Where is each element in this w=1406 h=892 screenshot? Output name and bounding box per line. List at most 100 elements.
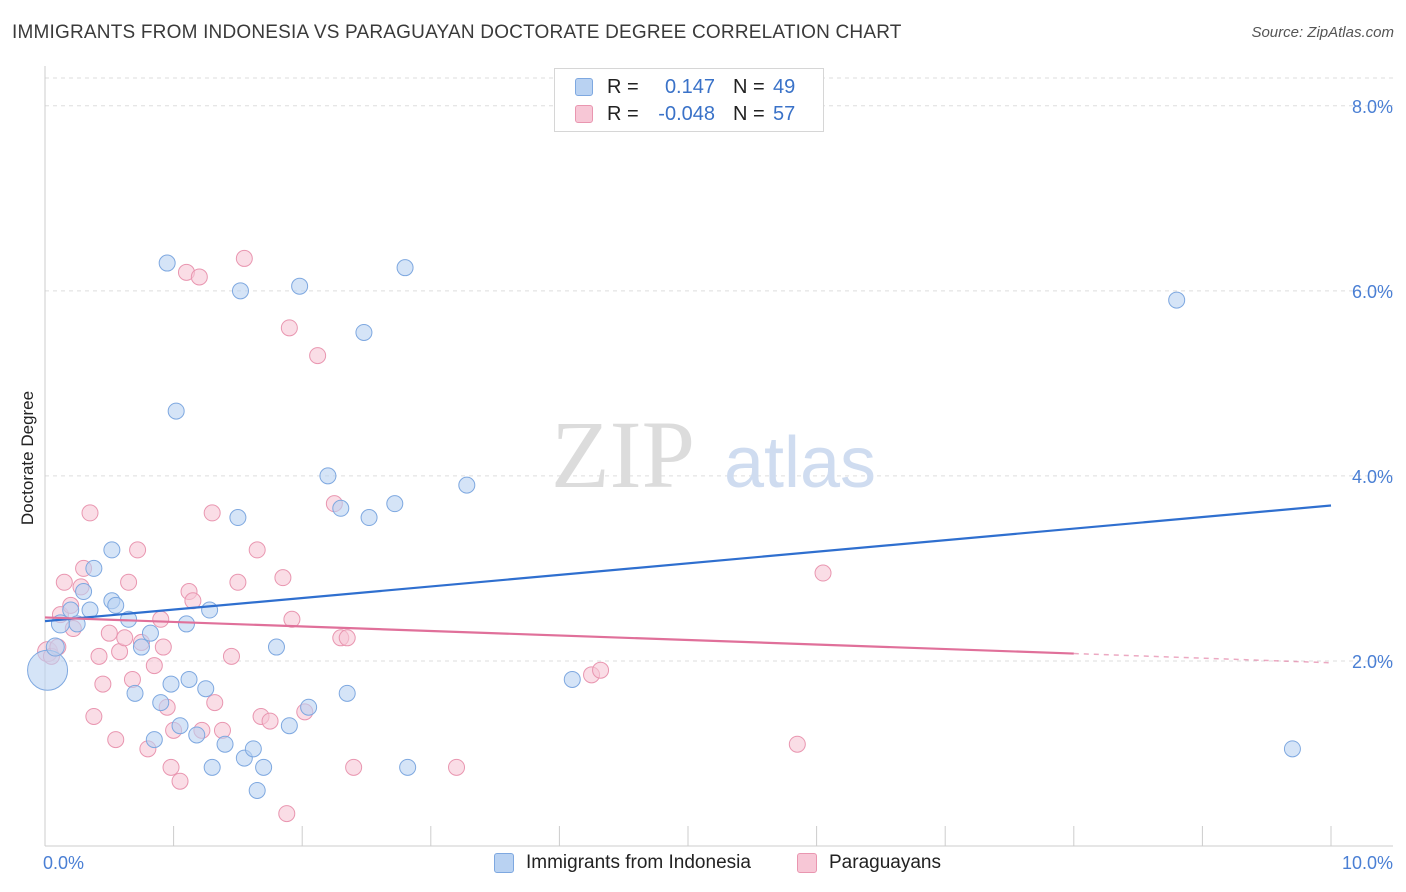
data-point bbox=[274, 569, 292, 587]
legend-row-paraguayans: R = -0.048 N = 57 bbox=[575, 102, 795, 126]
x-tick-label: 0.0% bbox=[43, 853, 84, 873]
data-point bbox=[75, 583, 93, 601]
trend-line bbox=[44, 504, 1332, 623]
data-point bbox=[197, 680, 215, 698]
legend-swatch-indonesia bbox=[575, 78, 593, 96]
data-point bbox=[300, 698, 318, 716]
legend-n-value-indonesia: 49 bbox=[773, 75, 796, 98]
legend-n-value-paraguayans: 57 bbox=[773, 102, 796, 125]
data-point bbox=[68, 615, 86, 633]
trend-line-extension bbox=[1073, 652, 1332, 664]
data-point bbox=[319, 467, 337, 485]
data-point bbox=[145, 657, 163, 675]
data-point bbox=[386, 495, 404, 513]
data-point bbox=[283, 610, 301, 628]
data-point bbox=[167, 402, 185, 420]
data-point bbox=[126, 684, 144, 702]
data-point bbox=[814, 564, 832, 582]
data-point bbox=[399, 758, 417, 776]
series-indonesia bbox=[27, 254, 1301, 799]
watermark-zip: ZIP bbox=[551, 401, 695, 508]
data-point bbox=[222, 647, 240, 665]
legend-item-paraguayans[interactable]: Paraguayans bbox=[797, 852, 941, 874]
legend-n-label: N = bbox=[733, 75, 765, 98]
data-point bbox=[261, 712, 279, 730]
data-point bbox=[458, 476, 476, 494]
trend-lines bbox=[44, 504, 1332, 664]
data-point bbox=[132, 638, 150, 656]
legend-swatch-paraguayans bbox=[575, 105, 593, 123]
data-point bbox=[338, 684, 356, 702]
data-point bbox=[280, 717, 298, 735]
data-point bbox=[206, 694, 224, 712]
axes bbox=[44, 66, 1393, 847]
data-point bbox=[338, 629, 356, 647]
data-point bbox=[177, 615, 195, 633]
data-point bbox=[229, 509, 247, 527]
legend-r-value-indonesia: 0.147 bbox=[664, 75, 715, 98]
grid-lines bbox=[45, 77, 1393, 662]
data-point bbox=[152, 694, 170, 712]
data-point bbox=[162, 758, 180, 776]
legend-swatch-indonesia bbox=[494, 853, 514, 873]
watermark-atlas: atlas bbox=[724, 423, 876, 503]
y-tick-label: 6.0% bbox=[1352, 282, 1393, 302]
data-point bbox=[448, 758, 466, 776]
y-tick-label: 4.0% bbox=[1352, 467, 1393, 487]
data-point bbox=[1283, 740, 1301, 758]
data-point bbox=[180, 670, 198, 688]
data-point bbox=[248, 541, 266, 559]
legend-n-label: N = bbox=[733, 102, 765, 125]
data-point bbox=[55, 573, 73, 591]
data-point bbox=[103, 541, 121, 559]
data-point bbox=[123, 670, 141, 688]
data-point bbox=[248, 781, 266, 799]
legend-label-indonesia: Immigrants from Indonesia bbox=[526, 852, 751, 873]
data-point bbox=[188, 726, 206, 744]
data-point bbox=[85, 559, 103, 577]
x-tick-label: 10.0% bbox=[1342, 853, 1393, 873]
data-point bbox=[171, 717, 189, 735]
data-point bbox=[229, 573, 247, 591]
legend-row-indonesia: R = 0.147 N = 49 bbox=[575, 75, 795, 99]
data-point bbox=[94, 675, 112, 693]
trend-line bbox=[44, 616, 1074, 655]
y-tick-label: 2.0% bbox=[1352, 652, 1393, 672]
data-point bbox=[190, 268, 208, 286]
data-point bbox=[360, 509, 378, 527]
data-point bbox=[332, 499, 350, 517]
y-tick-label: 8.0% bbox=[1352, 97, 1393, 117]
data-point bbox=[120, 573, 138, 591]
data-point bbox=[216, 735, 234, 753]
data-point bbox=[291, 277, 309, 295]
legend-r-label: R = bbox=[607, 102, 639, 125]
data-point bbox=[162, 675, 180, 693]
series-legend: Immigrants from Indonesia Paraguayans bbox=[0, 852, 1406, 878]
data-point bbox=[231, 282, 249, 300]
data-point bbox=[280, 319, 298, 337]
data-point bbox=[85, 707, 103, 725]
data-point bbox=[154, 638, 172, 656]
data-point bbox=[90, 647, 108, 665]
data-point bbox=[563, 670, 581, 688]
source-label: Source: ZipAtlas.com bbox=[1251, 24, 1394, 41]
correlation-legend: R = 0.147 N = 49 R = -0.048 N = 57 bbox=[554, 68, 824, 132]
data-point bbox=[278, 805, 296, 823]
legend-item-indonesia[interactable]: Immigrants from Indonesia bbox=[494, 852, 751, 874]
data-point bbox=[45, 637, 65, 657]
tick-labels: 2.0% 4.0% 6.0% 8.0% 0.0% 10.0% bbox=[43, 97, 1393, 873]
data-point bbox=[27, 649, 69, 691]
data-point bbox=[201, 601, 219, 619]
data-point bbox=[244, 740, 262, 758]
data-point bbox=[116, 629, 134, 647]
data-point bbox=[158, 254, 176, 272]
data-point bbox=[1168, 291, 1186, 309]
data-point bbox=[396, 259, 414, 277]
data-point bbox=[100, 624, 118, 642]
data-point bbox=[213, 721, 231, 739]
data-point bbox=[203, 758, 221, 776]
data-point bbox=[171, 772, 189, 790]
data-point bbox=[235, 249, 253, 267]
data-point bbox=[345, 758, 363, 776]
